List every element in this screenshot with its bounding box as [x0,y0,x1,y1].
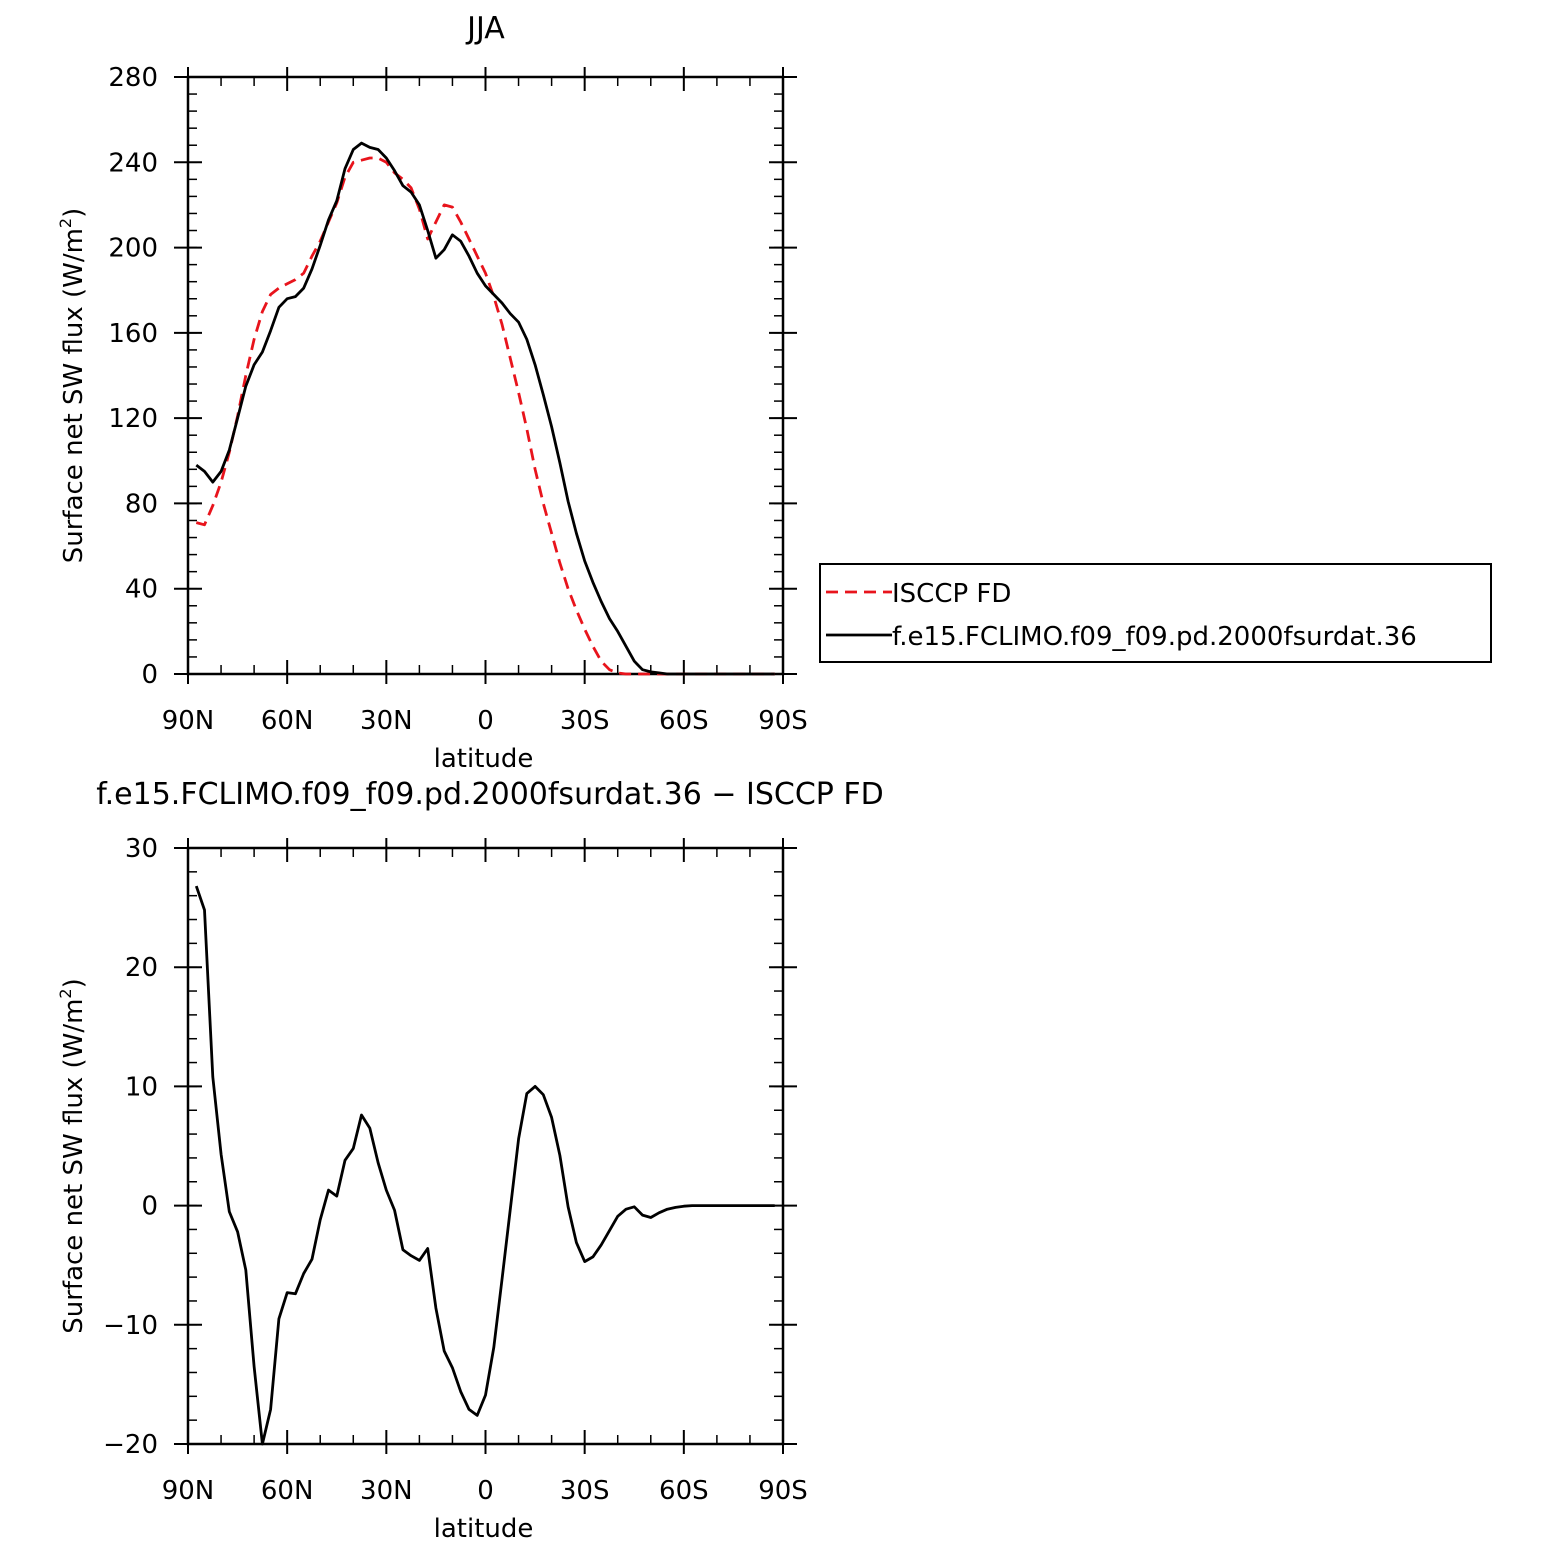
series-line-0 [194,885,775,1446]
plot-frame [186,846,785,1446]
series-line-0 [195,156,775,676]
legend-box [819,563,1492,663]
legend: ISCCP FD f.e15.FCLIMO.f09_f09.pd.2000fsur… [819,563,1492,663]
series-line-1 [195,141,775,676]
x-tick-label: 30S [560,706,610,736]
y-axis-label-end: ) [59,208,89,218]
y-tick-label: 280 [108,63,158,93]
y-tick-label: 20 [125,953,158,983]
x-tick-label: 60N [261,1476,314,1506]
y-axis-label: Surface net SW flux (W/m2) [56,978,89,1334]
y-tick-label: −10 [103,1311,158,1341]
y-axis-label-text: Surface net SW flux (W/m [59,228,89,563]
y-tick-label: 30 [125,834,158,864]
x-tick-label: 90S [758,706,808,736]
x-tick-label: 30N [360,1476,413,1506]
y-tick-label: 240 [108,148,158,178]
y-axis-label-superscript: 2 [56,988,75,998]
x-axis-label: latitude [434,1514,534,1544]
y-tick-label: 40 [125,575,158,605]
y-axis-label-end: ) [59,978,89,988]
top-panel: 90N 60N 30N 0 30S 60S 90S 0 40 80 120 160 200 240 280 J… [56,11,808,774]
legend-label: ISCCP FD [892,579,1011,609]
x-tick-label: 60N [261,706,314,736]
y-tick-label: 200 [108,234,158,264]
legend-label: f.e15.FCLIMO.f09_f09.pd.2000fsurdat.36 [892,622,1417,652]
x-tick-label: 90S [758,1476,808,1506]
y-tick-label: 0 [141,660,158,690]
plot-frame [186,75,785,676]
x-axis-label: latitude [434,744,534,774]
y-tick-label: 0 [141,1192,158,1222]
x-tick-label: 60S [659,1476,709,1506]
x-tick-label: 30S [560,1476,610,1506]
x-tick-label: 60S [659,706,709,736]
x-tick-label: 0 [477,1476,494,1506]
y-tick-label: 120 [108,404,158,434]
x-tick-label: 90N [162,1476,215,1506]
y-tick-label: 10 [125,1072,158,1102]
bottom-panel: 90N 60N 30N 0 30S 60S 90S −20 −10 0 10 20 30 f.e15.FC… [56,777,884,1544]
x-tick-label: 30N [360,706,413,736]
y-tick-label: 160 [108,319,158,349]
chart-title: f.e15.FCLIMO.f09_f09.pd.2000fsurdat.36 −… [96,777,884,812]
y-tick-label: 80 [125,489,158,519]
x-tick-label: 0 [477,706,494,736]
chart-title: JJA [465,11,505,46]
y-axis-label-superscript: 2 [56,218,75,228]
x-tick-label: 90N [162,706,215,736]
y-tick-label: −20 [103,1430,158,1460]
y-axis-label: Surface net SW flux (W/m2) [56,208,89,564]
y-axis-label-text: Surface net SW flux (W/m [59,999,89,1334]
